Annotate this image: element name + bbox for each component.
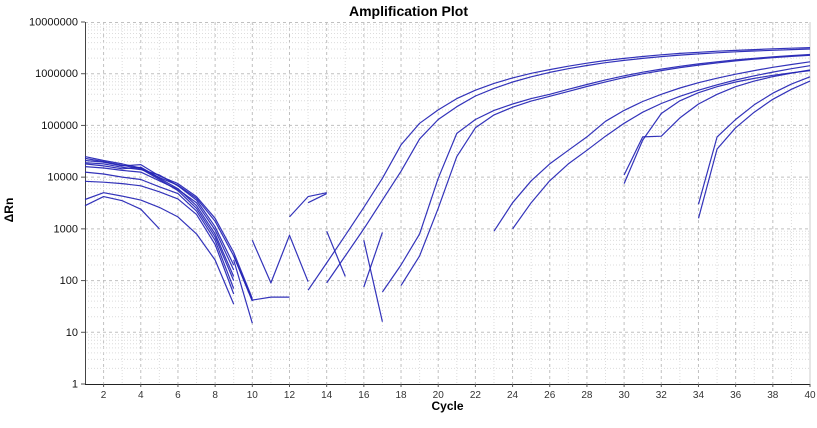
y-tick-label: 100 bbox=[60, 275, 78, 287]
x-tick-label: 30 bbox=[619, 390, 631, 401]
y-tick-label: 10 bbox=[66, 327, 78, 339]
curve-sample-08 bbox=[84, 166, 235, 271]
x-tick-label: 8 bbox=[212, 390, 218, 401]
y-tick-label: 1000 bbox=[54, 223, 78, 235]
curve-noise-segment-1 bbox=[233, 255, 290, 301]
curve-sample-02 bbox=[84, 162, 235, 266]
x-tick-label: 32 bbox=[656, 390, 668, 401]
x-tick-label: 28 bbox=[581, 390, 593, 401]
curve-sample-04 bbox=[84, 157, 235, 281]
x-tick-label: 36 bbox=[730, 390, 742, 401]
curve-sample-04 bbox=[400, 54, 811, 286]
chart-title: Amplification Plot bbox=[349, 3, 468, 19]
curve-noise-segment-6 bbox=[326, 230, 346, 277]
curve-noise-segment-7 bbox=[363, 240, 383, 322]
amplification-curves bbox=[84, 47, 811, 324]
y-tick-label: 10000 bbox=[47, 172, 78, 184]
curve-sample-05 bbox=[84, 171, 235, 289]
x-tick-label: 16 bbox=[358, 390, 370, 401]
curve-sample-09 bbox=[697, 76, 811, 205]
curve-sample-02 bbox=[326, 48, 811, 284]
y-axis-label: ΔRn bbox=[2, 197, 16, 223]
x-tick-label: 2 bbox=[101, 390, 107, 401]
x-tick-label: 40 bbox=[804, 390, 816, 401]
x-tick-label: 22 bbox=[470, 390, 482, 401]
x-tick-label: 14 bbox=[321, 390, 333, 401]
x-tick-label: 20 bbox=[433, 390, 445, 401]
curve-sample-08 bbox=[623, 70, 811, 184]
curve-sample-01 bbox=[307, 47, 811, 291]
y-tick-label: 10000000 bbox=[29, 17, 78, 29]
x-tick-label: 18 bbox=[395, 390, 407, 401]
tick-labels: 2 4 6 8 10 12 14 16 18 20 22 24 26 28 30 32 34 36 38 401101… bbox=[29, 17, 816, 402]
cropped-ui-artifact bbox=[2, 421, 122, 428]
x-tick-label: 10 bbox=[247, 390, 259, 401]
curve-sample-07 bbox=[623, 69, 811, 176]
x-tick-label: 12 bbox=[284, 390, 296, 401]
curve-noise-segment-5 bbox=[289, 192, 327, 218]
x-tick-label: 4 bbox=[138, 390, 144, 401]
curve-noise-segment-2 bbox=[233, 259, 253, 324]
x-tick-label: 38 bbox=[767, 390, 779, 401]
curve-sample-05 bbox=[493, 61, 811, 232]
x-tick-label: 34 bbox=[693, 390, 705, 401]
curve-sample-03 bbox=[381, 53, 811, 293]
x-tick-label: 26 bbox=[544, 390, 556, 401]
curve-sample-07 bbox=[84, 163, 253, 302]
y-tick-label: 1000000 bbox=[35, 68, 78, 80]
x-tick-label: 24 bbox=[507, 390, 519, 401]
axes bbox=[81, 21, 811, 387]
curve-noise-segment-4 bbox=[307, 193, 327, 204]
curve-sample-06 bbox=[512, 65, 811, 230]
x-axis-label: Cycle bbox=[431, 399, 464, 413]
curve-noise-segment-3 bbox=[251, 234, 309, 284]
curve-sample-06 bbox=[84, 180, 235, 295]
curve-sample-03 bbox=[84, 156, 235, 277]
y-tick-label: 1 bbox=[72, 379, 78, 391]
x-tick-label: 6 bbox=[175, 390, 181, 401]
y-tick-label: 100000 bbox=[41, 120, 78, 132]
plot-area[interactable]: 2 4 6 8 10 12 14 16 18 20 22 24 26 28 30 32 34 36 38 401101… bbox=[29, 17, 816, 417]
curve-sample-09 bbox=[84, 192, 235, 305]
curve-sample-10 bbox=[84, 196, 160, 230]
curve-sample-10 bbox=[697, 80, 811, 219]
curve-noise-segment-8 bbox=[363, 232, 383, 288]
